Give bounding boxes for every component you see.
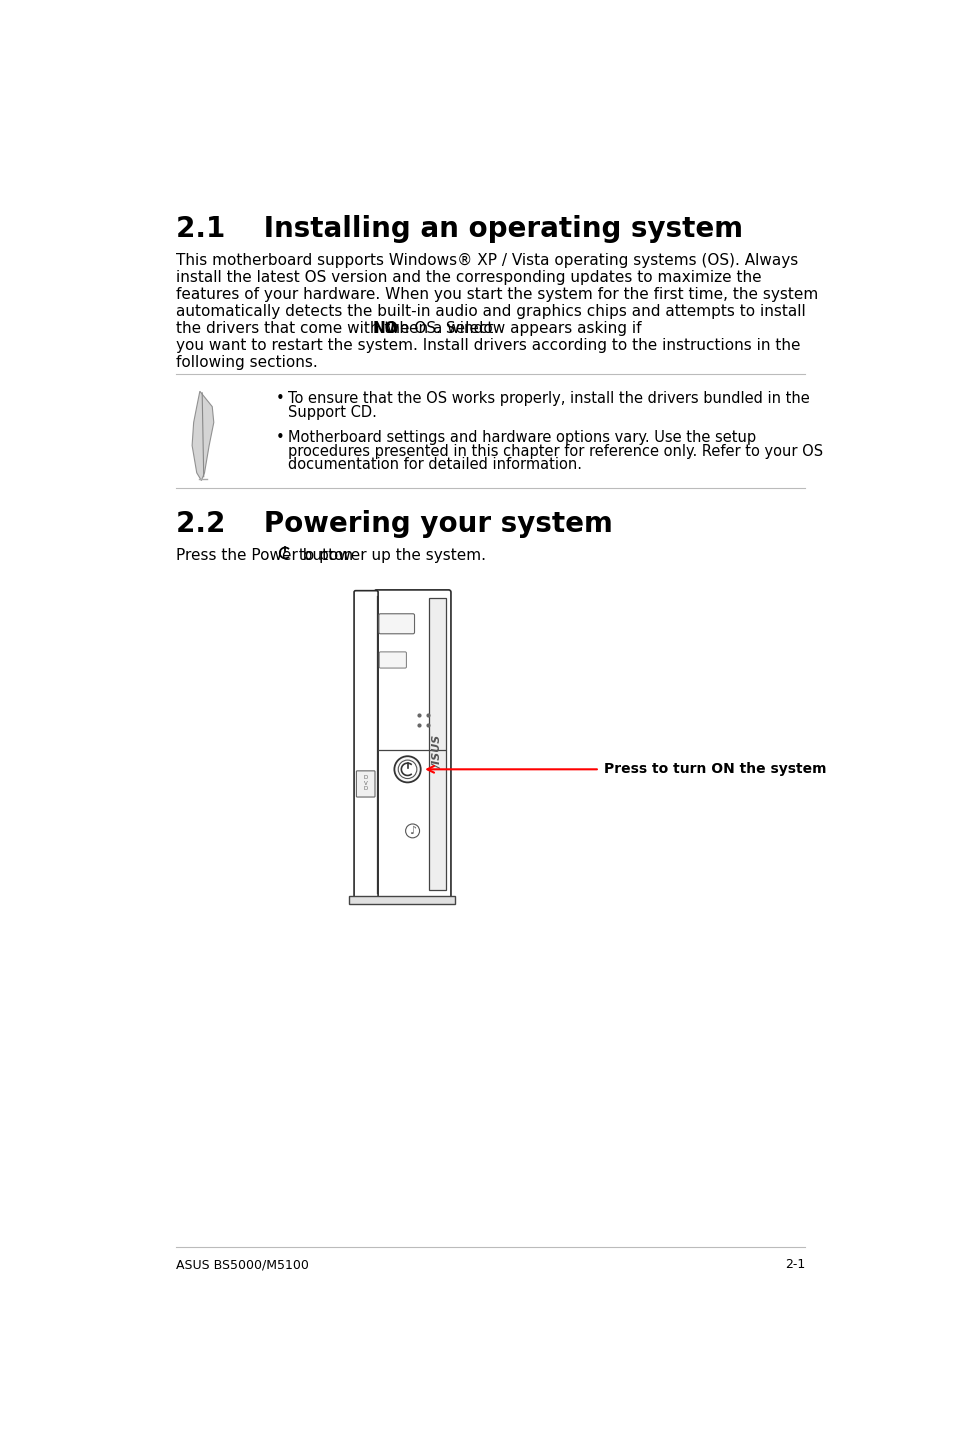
Text: /ISUS: /ISUS (433, 735, 442, 768)
Text: To ensure that the OS works properly, install the drivers bundled in the: To ensure that the OS works properly, in… (288, 391, 809, 407)
FancyBboxPatch shape (356, 771, 375, 797)
Circle shape (405, 824, 419, 838)
FancyBboxPatch shape (374, 590, 451, 899)
Text: Press the Power button: Press the Power button (175, 548, 357, 564)
Text: Support CD.: Support CD. (288, 406, 376, 420)
Text: procedures presented in this chapter for reference only. Refer to your OS: procedures presented in this chapter for… (288, 443, 822, 459)
Bar (349, 896, 455, 905)
Text: This motherboard supports Windows® XP / Vista operating systems (OS). Always: This motherboard supports Windows® XP / … (175, 253, 798, 269)
Text: Motherboard settings and hardware options vary. Use the setup: Motherboard settings and hardware option… (288, 430, 756, 444)
Text: automatically detects the built-in audio and graphics chips and attempts to inst: automatically detects the built-in audio… (175, 305, 804, 319)
Text: •: • (275, 391, 284, 407)
Text: ASUS BS5000/M5100: ASUS BS5000/M5100 (175, 1258, 309, 1271)
Text: install the latest OS version and the corresponding updates to maximize the: install the latest OS version and the co… (175, 270, 760, 285)
Text: following sections.: following sections. (175, 355, 317, 370)
FancyBboxPatch shape (354, 591, 377, 897)
Text: ♪: ♪ (409, 825, 416, 835)
FancyBboxPatch shape (379, 651, 406, 669)
Text: NO: NO (373, 321, 398, 336)
Text: •: • (275, 430, 284, 444)
Text: to power up the system.: to power up the system. (294, 548, 485, 564)
Text: D
V
D: D V D (364, 775, 368, 791)
Circle shape (397, 761, 416, 778)
Text: 2-1: 2-1 (784, 1258, 804, 1271)
Circle shape (394, 756, 420, 782)
Text: when a window appears asking if: when a window appears asking if (382, 321, 641, 336)
Text: features of your hardware. When you start the system for the first time, the sys: features of your hardware. When you star… (175, 288, 818, 302)
Bar (429, 598, 446, 890)
Text: 2.2    Powering your system: 2.2 Powering your system (175, 510, 612, 538)
Text: documentation for detailed information.: documentation for detailed information. (288, 457, 581, 473)
Polygon shape (192, 391, 213, 480)
FancyBboxPatch shape (378, 614, 415, 634)
Text: the drivers that come with the OS. Select: the drivers that come with the OS. Selec… (175, 321, 497, 336)
Text: 2.1    Installing an operating system: 2.1 Installing an operating system (175, 214, 742, 243)
Text: Press to turn ON the system: Press to turn ON the system (604, 762, 826, 777)
Text: you want to restart the system. Install drivers according to the instructions in: you want to restart the system. Install … (175, 338, 800, 354)
